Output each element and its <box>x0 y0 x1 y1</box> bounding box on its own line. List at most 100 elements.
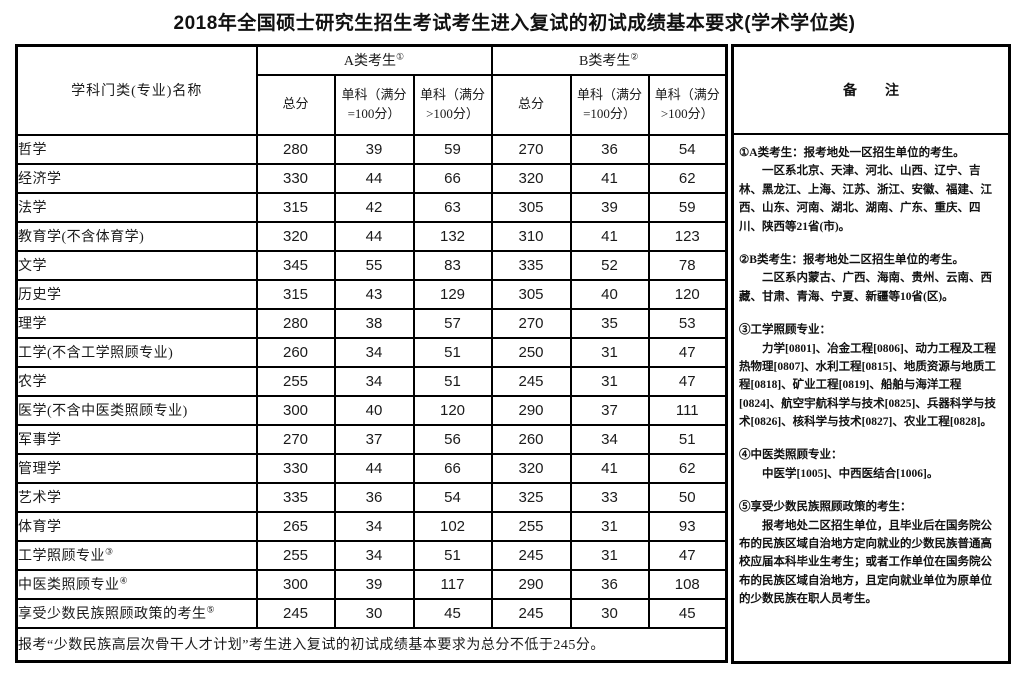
score-cell: 53 <box>647 307 728 339</box>
score-cell: 41 <box>569 220 650 252</box>
table-row: 艺术学 335 36 54 325 33 50 <box>15 481 728 513</box>
remark-note-head: ②B类考生：报考地处二区招生单位的考生。 <box>739 253 964 266</box>
score-cell: 315 <box>255 278 336 310</box>
subject-name-cell: 管理学 <box>15 452 258 484</box>
column-header-b-single-eq100: 单科（满分 =100分） <box>569 73 650 136</box>
remark-note-head: ④中医类照顾专业： <box>739 449 843 462</box>
score-cell: 62 <box>647 162 728 194</box>
header-line: 单科（满分 <box>576 86 642 102</box>
subject-name-cell: 享受少数民族照顾政策的考生⑤ <box>15 597 258 629</box>
table-row: 法学 315 42 63 305 39 59 <box>15 191 728 223</box>
group-b-label: B类考生 <box>579 54 631 70</box>
score-cell: 34 <box>333 336 415 368</box>
score-table: 学科门类(专业)名称 A类考生① B类考生② 总分 单科（满分 =100分） 单科… <box>15 44 728 663</box>
score-cell: 31 <box>569 510 650 542</box>
table-row: 体育学 265 34 102 255 31 93 <box>15 510 728 542</box>
remark-note-body: 力学[0801]、冶金工程[0806]、动力工程及工程热物理[0807]、水利工… <box>739 342 996 429</box>
score-cell: 280 <box>255 307 336 339</box>
header-line: 单科（满分 <box>654 86 720 102</box>
score-cell: 38 <box>333 307 415 339</box>
score-cell: 270 <box>490 307 572 339</box>
header-line: >100分） <box>660 105 714 121</box>
score-cell: 45 <box>412 597 493 629</box>
score-cell: 129 <box>412 278 493 310</box>
header-line: =100分） <box>347 105 401 121</box>
score-cell: 37 <box>569 394 650 426</box>
table-row: 文学 345 55 83 335 52 78 <box>15 249 728 281</box>
score-cell: 255 <box>490 510 572 542</box>
score-cell: 44 <box>333 162 415 194</box>
remark-note: ④中医类照顾专业： 中医学[1005]、中西医结合[1006]。 <box>739 446 1003 483</box>
score-cell: 47 <box>647 365 728 397</box>
score-cell: 315 <box>255 191 336 223</box>
table-row: 享受少数民族照顾政策的考生⑤ 245 30 45 245 30 45 <box>15 597 728 629</box>
score-cell: 290 <box>490 394 572 426</box>
score-cell: 132 <box>412 220 493 252</box>
score-cell: 66 <box>412 452 493 484</box>
score-cell: 78 <box>647 249 728 281</box>
score-cell: 41 <box>569 452 650 484</box>
score-cell: 40 <box>569 278 650 310</box>
score-cell: 325 <box>490 481 572 513</box>
table-row: 管理学 330 44 66 320 41 62 <box>15 452 728 484</box>
score-cell: 335 <box>255 481 336 513</box>
table-row: 军事学 270 37 56 260 34 51 <box>15 423 728 455</box>
table-row: 农学 255 34 51 245 31 47 <box>15 365 728 397</box>
score-cell: 120 <box>647 278 728 310</box>
group-a-sup: ① <box>396 51 405 62</box>
score-cell: 31 <box>569 539 650 571</box>
remarks-header: 备 注 <box>734 47 1008 135</box>
score-cell: 36 <box>569 568 650 600</box>
subject-note-sup: ④ <box>119 575 129 586</box>
score-cell: 335 <box>490 249 572 281</box>
subject-name-cell: 艺术学 <box>15 481 258 513</box>
score-cell: 245 <box>490 597 572 629</box>
table-row: 历史学 315 43 129 305 40 120 <box>15 278 728 310</box>
score-cell: 117 <box>412 568 493 600</box>
score-cell: 300 <box>255 568 336 600</box>
column-header-a-single-gt100: 单科（满分 >100分） <box>412 73 493 136</box>
remark-note: ③工学照顾专业： 力学[0801]、冶金工程[0806]、动力工程及工程热物理[0… <box>739 321 1003 431</box>
table-row: 医学(不含中医类照顾专业) 300 40 120 290 37 111 <box>15 394 728 426</box>
score-cell: 34 <box>333 365 415 397</box>
score-cell: 47 <box>647 539 728 571</box>
score-cell: 270 <box>490 133 572 165</box>
subject-name-cell: 理学 <box>15 307 258 339</box>
score-cell: 300 <box>255 394 336 426</box>
score-cell: 44 <box>333 220 415 252</box>
score-cell: 280 <box>255 133 336 165</box>
score-cell: 30 <box>569 597 650 629</box>
remark-note-body: 报考地处二区招生单位，且毕业后在国务院公布的民族区域自治地方定向就业的少数民族普… <box>739 519 992 606</box>
remark-note: ②B类考生：报考地处二区招生单位的考生。 二区系内蒙古、广西、海南、贵州、云南、西… <box>739 251 1003 306</box>
group-a-label: A类考生 <box>343 54 397 70</box>
score-table-body: 哲学 280 39 59 270 36 54 经济学 330 44 66 320 41 62 法学 315 42… <box>15 133 728 629</box>
table-row: 工学(不含工学照顾专业) 260 34 51 250 31 47 <box>15 336 728 368</box>
subject-name-cell: 工学(不含工学照顾专业) <box>15 336 258 368</box>
score-cell: 55 <box>333 249 415 281</box>
header-line: 单科（满分 <box>341 86 407 102</box>
score-cell: 320 <box>490 162 572 194</box>
subject-name-cell: 中医类照顾专业④ <box>15 568 258 600</box>
subject-note-sup: ⑤ <box>206 604 216 615</box>
score-cell: 51 <box>412 539 493 571</box>
score-cell: 59 <box>647 191 728 223</box>
score-cell: 45 <box>647 597 728 629</box>
score-cell: 310 <box>490 220 572 252</box>
score-cell: 33 <box>569 481 650 513</box>
table-row: 中医类照顾专业④ 300 39 117 290 36 108 <box>15 568 728 600</box>
subject-name-cell: 工学照顾专业③ <box>15 539 258 571</box>
subject-name-cell: 军事学 <box>15 423 258 455</box>
score-cell: 39 <box>569 191 650 223</box>
score-cell: 54 <box>412 481 493 513</box>
score-cell: 36 <box>333 481 415 513</box>
table-row: 工学照顾专业③ 255 34 51 245 31 47 <box>15 539 728 571</box>
score-cell: 270 <box>255 423 336 455</box>
score-cell: 265 <box>255 510 336 542</box>
score-cell: 255 <box>255 365 336 397</box>
score-cell: 123 <box>647 220 728 252</box>
score-cell: 290 <box>490 568 572 600</box>
score-cell: 120 <box>412 394 493 426</box>
score-cell: 245 <box>255 597 336 629</box>
score-cell: 108 <box>647 568 728 600</box>
group-b-sup: ② <box>630 51 639 62</box>
